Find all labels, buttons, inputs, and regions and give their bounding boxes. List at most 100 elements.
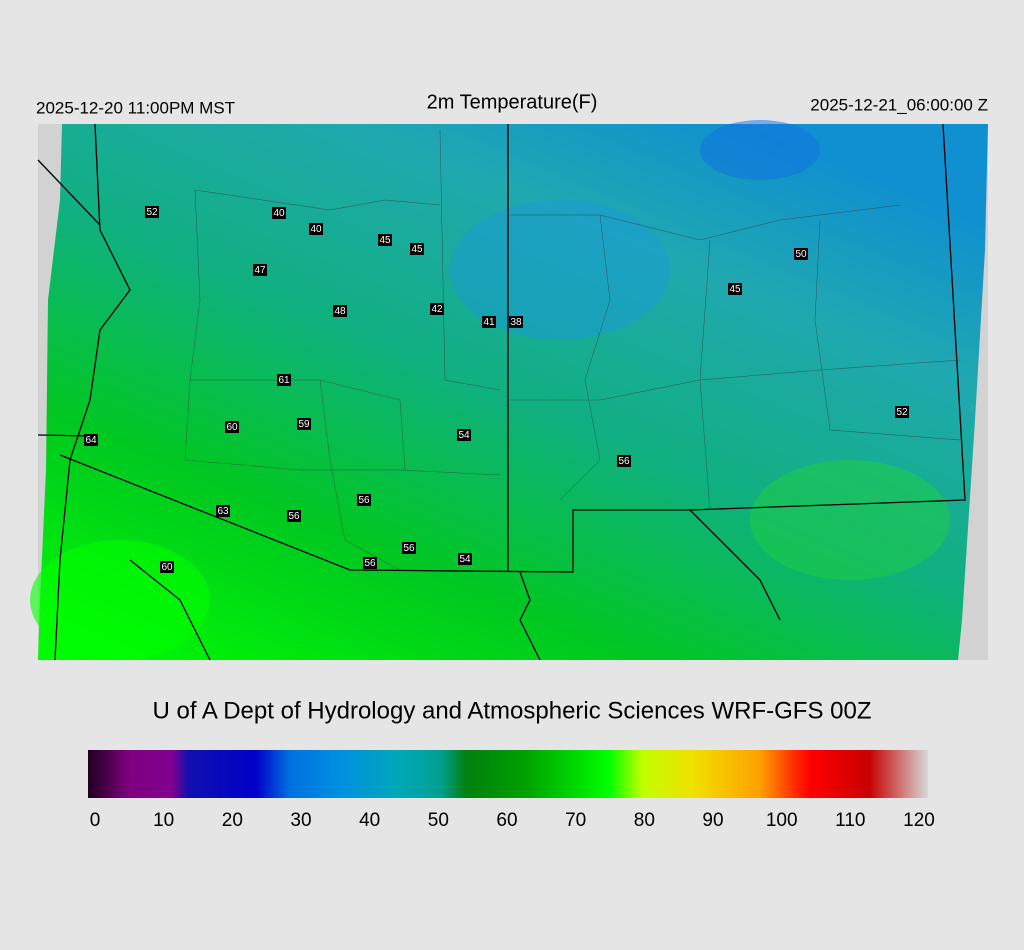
station-value: 63 bbox=[217, 506, 229, 517]
colorbar-tick-label: 50 bbox=[428, 810, 449, 831]
station-value: 45 bbox=[411, 244, 423, 255]
station-value: 45 bbox=[729, 284, 741, 295]
station-box bbox=[297, 418, 311, 430]
station-box bbox=[216, 505, 230, 517]
station: 45 bbox=[728, 283, 742, 295]
cool-area bbox=[450, 200, 670, 340]
station-value: 60 bbox=[161, 562, 173, 573]
station-box bbox=[84, 434, 98, 446]
station-value: 42 bbox=[431, 304, 443, 315]
station-box bbox=[617, 455, 631, 467]
colorbar-tick-label: 100 bbox=[766, 810, 798, 831]
station: 45 bbox=[410, 243, 424, 255]
station-box bbox=[363, 557, 377, 569]
station-box bbox=[402, 542, 416, 554]
station-value: 54 bbox=[459, 554, 471, 565]
station-box bbox=[333, 305, 347, 317]
station: 50 bbox=[794, 248, 808, 260]
station-box bbox=[794, 248, 808, 260]
station: 48 bbox=[333, 305, 347, 317]
station-box bbox=[457, 429, 471, 441]
station: 56 bbox=[287, 510, 301, 522]
colorbar-tick-label: 120 bbox=[903, 810, 935, 831]
station-box bbox=[378, 234, 392, 246]
station: 41 bbox=[482, 316, 496, 328]
station: 56 bbox=[363, 557, 377, 569]
station-labels: 52 40 40 45 45 47 48 42 41 38 50 45 61 60 59 54 64 56 52 56… bbox=[84, 206, 909, 573]
station-value: 38 bbox=[510, 317, 522, 328]
station-box bbox=[287, 510, 301, 522]
station-box bbox=[430, 303, 444, 315]
station-value: 56 bbox=[358, 495, 370, 506]
station-value: 56 bbox=[618, 456, 630, 467]
station-box bbox=[225, 421, 239, 433]
station-box bbox=[482, 316, 496, 328]
station-value: 50 bbox=[795, 249, 807, 260]
station: 47 bbox=[253, 264, 267, 276]
colorbar-tick-label: 0 bbox=[90, 810, 101, 831]
station: 45 bbox=[378, 234, 392, 246]
station-box bbox=[160, 561, 174, 573]
station-value: 61 bbox=[278, 375, 290, 386]
station: 64 bbox=[84, 434, 98, 446]
warm-area bbox=[750, 460, 950, 580]
station: 61 bbox=[277, 374, 291, 386]
colorbar-tick-label: 40 bbox=[359, 810, 380, 831]
station: 42 bbox=[430, 303, 444, 315]
colorbar-ticks: 0 10 20 30 40 50 60 70 80 90 100 110 120 bbox=[90, 810, 935, 831]
station-box bbox=[309, 223, 323, 235]
station-value: 47 bbox=[254, 265, 266, 276]
colorbar-tick-label: 60 bbox=[496, 810, 517, 831]
station-value: 56 bbox=[288, 511, 300, 522]
station-box bbox=[277, 374, 291, 386]
station-value: 45 bbox=[379, 235, 391, 246]
station-box bbox=[272, 207, 286, 219]
station-box bbox=[458, 553, 472, 565]
valid-utc: 2025-12-21_06:00:00 Z bbox=[810, 95, 988, 114]
colorbar bbox=[88, 750, 928, 798]
map-title: 2m Temperature(F) bbox=[427, 91, 598, 113]
station-value: 64 bbox=[85, 435, 97, 446]
station-value: 56 bbox=[403, 543, 415, 554]
colorbar-tick-label: 10 bbox=[153, 810, 174, 831]
station: 60 bbox=[225, 421, 239, 433]
map bbox=[30, 120, 988, 661]
station-box bbox=[728, 283, 742, 295]
credit: U of A Dept of Hydrology and Atmospheric… bbox=[153, 697, 872, 724]
borders bbox=[37, 123, 966, 661]
station: 63 bbox=[216, 505, 230, 517]
station-box bbox=[410, 243, 424, 255]
colorbar-tick-label: 70 bbox=[565, 810, 586, 831]
colorbar-tick-label: 80 bbox=[634, 810, 655, 831]
cool-area bbox=[700, 120, 820, 180]
station: 56 bbox=[357, 494, 371, 506]
station-value: 60 bbox=[226, 422, 238, 433]
station-box bbox=[253, 264, 267, 276]
station-value: 40 bbox=[273, 208, 285, 219]
colorbar-tick-label: 90 bbox=[702, 810, 723, 831]
station: 60 bbox=[160, 561, 174, 573]
county-lines bbox=[184, 129, 961, 571]
station: 56 bbox=[617, 455, 631, 467]
station-value: 52 bbox=[896, 407, 908, 418]
station: 56 bbox=[402, 542, 416, 554]
station: 54 bbox=[457, 429, 471, 441]
station: 52 bbox=[145, 206, 159, 218]
station-box bbox=[895, 406, 909, 418]
station: 59 bbox=[297, 418, 311, 430]
temperature-field bbox=[38, 124, 988, 660]
station-box bbox=[357, 494, 371, 506]
station-box bbox=[145, 206, 159, 218]
station-value: 52 bbox=[146, 207, 158, 218]
colorbar-tick-label: 110 bbox=[835, 810, 865, 831]
station: 54 bbox=[458, 553, 472, 565]
station-value: 48 bbox=[334, 306, 346, 317]
station: 40 bbox=[272, 207, 286, 219]
valid-local: 2025-12-20 11:00PM MST bbox=[36, 98, 235, 117]
station-value: 56 bbox=[364, 558, 376, 569]
colorbar-tick-label: 30 bbox=[290, 810, 311, 831]
station: 38 bbox=[509, 316, 523, 328]
station-value: 59 bbox=[298, 419, 310, 430]
